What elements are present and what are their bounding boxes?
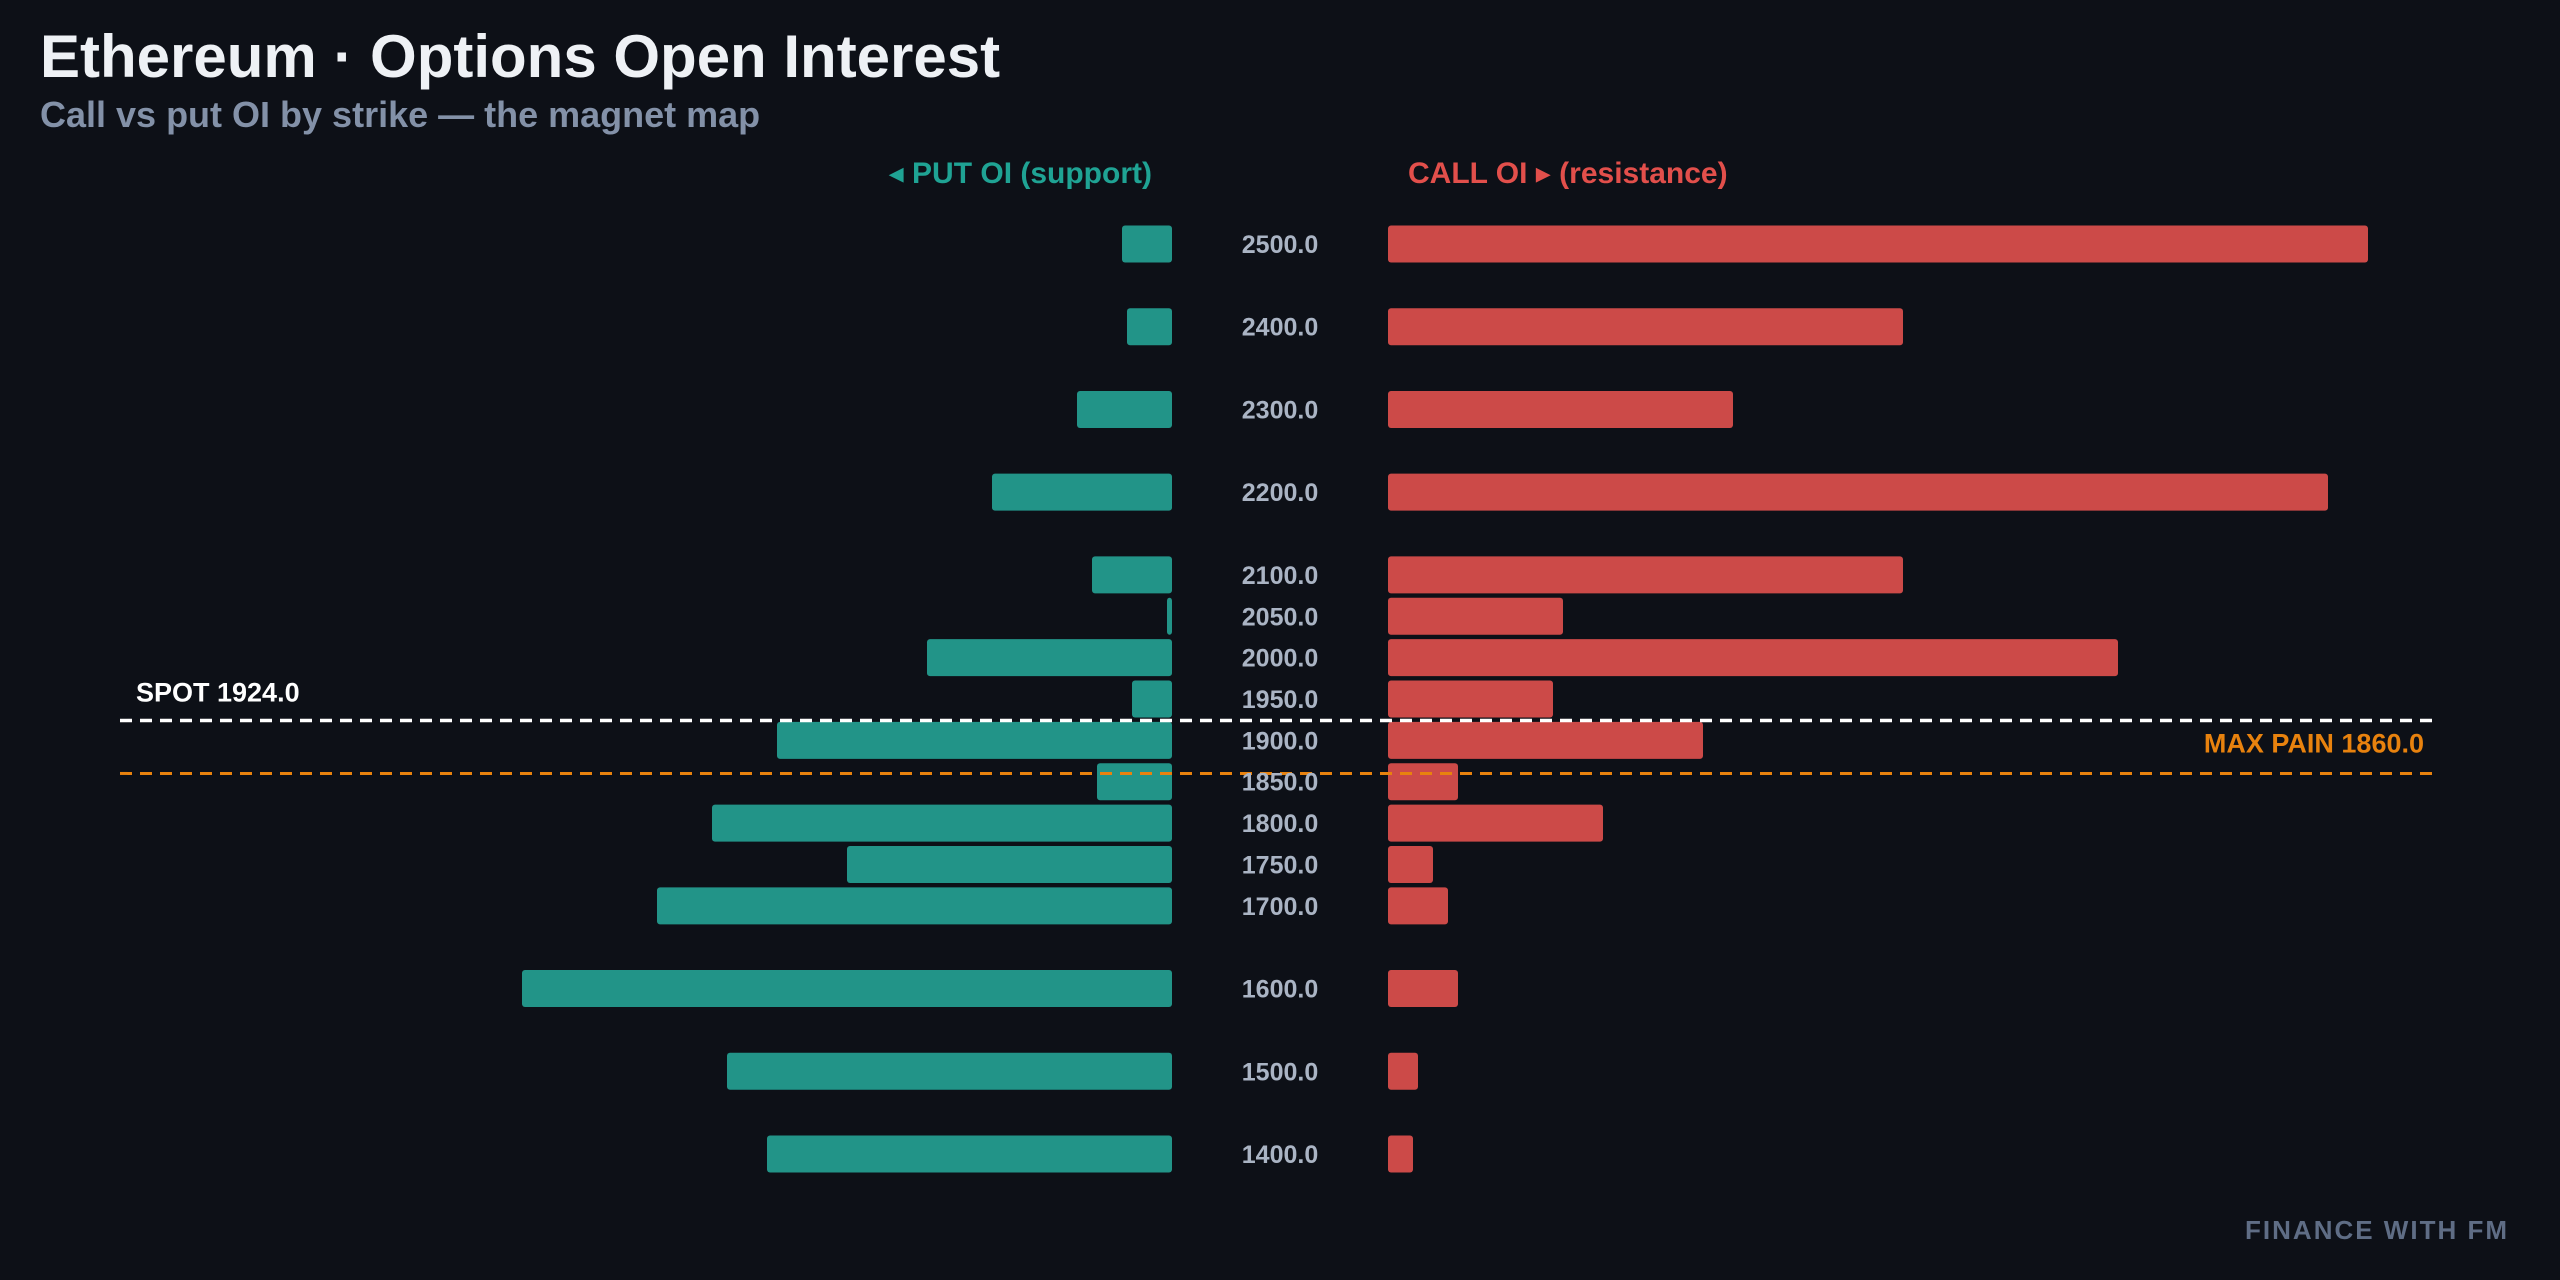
strike-label: 1500.0: [1242, 1058, 1318, 1086]
call-bar: [1388, 887, 1448, 925]
put-bar: [767, 1135, 1172, 1173]
put-bar: [1127, 308, 1172, 346]
strike-label: 2500.0: [1242, 231, 1318, 259]
call-bar: [1388, 970, 1458, 1008]
call-bar: [1388, 556, 1903, 594]
put-bar: [522, 970, 1172, 1008]
put-bar: [1097, 763, 1172, 801]
call-bar: [1388, 721, 1703, 759]
strike-label: 2050.0: [1242, 603, 1318, 631]
strike-label: 1700.0: [1242, 893, 1318, 921]
call-bar: [1388, 845, 1433, 883]
strike-label: 2400.0: [1242, 314, 1318, 342]
strike-label: 2000.0: [1242, 645, 1318, 673]
call-bar: [1388, 1052, 1418, 1090]
call-bar: [1388, 390, 1733, 428]
strike-label: 2300.0: [1242, 396, 1318, 424]
call-bar: [1388, 225, 2368, 263]
put-bar: [1132, 680, 1172, 718]
strike-label: 1900.0: [1242, 727, 1318, 755]
watermark: FINANCE WITH FM: [2245, 1215, 2509, 1245]
strike-label: 2200.0: [1242, 479, 1318, 507]
call-bar: [1388, 680, 1553, 718]
call-oi-header: CALL OI ▸ (resistance): [1408, 157, 1728, 190]
chart-title: Ethereum · Options Open Interest: [40, 23, 1001, 90]
put-bar: [777, 721, 1172, 759]
max-pain-label: MAX PAIN 1860.0: [2204, 728, 2424, 758]
call-bar: [1388, 308, 1903, 346]
strike-label: 1850.0: [1242, 769, 1318, 797]
put-oi-header: ◂ PUT OI (support): [888, 157, 1152, 190]
call-bar: [1388, 763, 1458, 801]
put-bar: [1092, 556, 1172, 594]
call-bar: [1388, 639, 2118, 677]
strike-label: 1750.0: [1242, 851, 1318, 879]
put-bar: [727, 1052, 1172, 1090]
put-bar: [712, 804, 1172, 842]
put-bar: [657, 887, 1172, 925]
put-bar: [847, 845, 1172, 883]
spot-label: SPOT 1924.0: [136, 678, 300, 708]
put-bar: [1077, 390, 1172, 428]
call-bar: [1388, 1135, 1413, 1173]
strike-label: 2100.0: [1242, 562, 1318, 590]
strike-label: 1600.0: [1242, 976, 1318, 1004]
put-bar: [927, 639, 1172, 677]
call-bar: [1388, 597, 1563, 635]
put-bar: [992, 473, 1172, 511]
strike-label: 1400.0: [1242, 1141, 1318, 1169]
chart-subtitle: Call vs put OI by strike — the magnet ma…: [40, 94, 761, 135]
put-bar: [1122, 225, 1172, 263]
strike-label: 1800.0: [1242, 810, 1318, 838]
strike-label: 1950.0: [1242, 686, 1318, 714]
call-bar: [1388, 473, 2328, 511]
call-bar: [1388, 804, 1603, 842]
put-bar: [1167, 597, 1172, 635]
